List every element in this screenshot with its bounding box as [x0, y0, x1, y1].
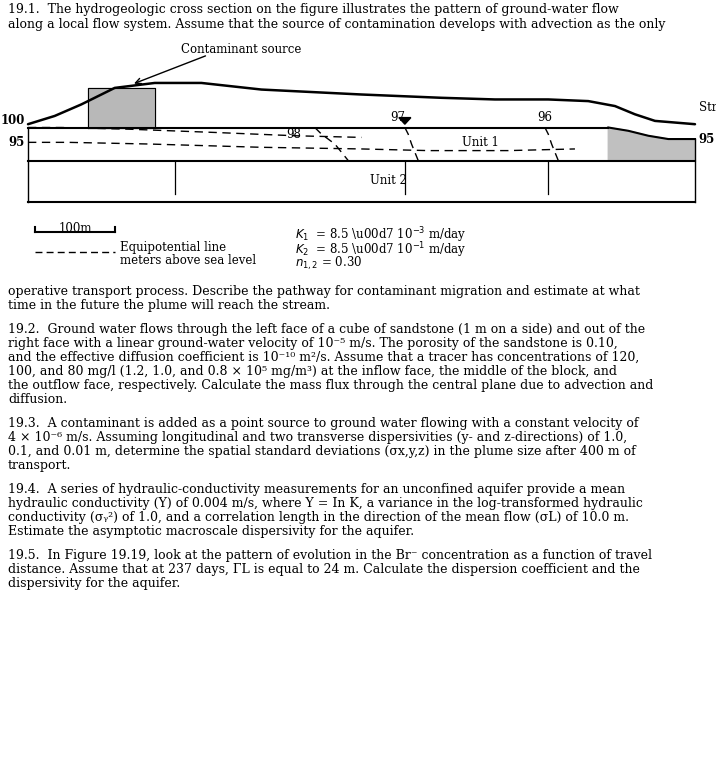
- Text: $n_{1,2}$ = 0.30: $n_{1,2}$ = 0.30: [295, 255, 362, 272]
- Text: 100m: 100m: [58, 222, 92, 235]
- Polygon shape: [88, 88, 155, 128]
- Text: diffusion.: diffusion.: [8, 393, 67, 406]
- Text: 95: 95: [698, 133, 715, 146]
- Text: Unit 1: Unit 1: [462, 136, 498, 149]
- Text: meters above sea level: meters above sea level: [120, 254, 256, 267]
- Text: transport.: transport.: [8, 459, 72, 472]
- Text: along a local flow system. Assume that the source of contamination develops with: along a local flow system. Assume that t…: [8, 18, 665, 31]
- Text: $K_1$  = 8.5 \u00d7 10$^{-3}$ m/day: $K_1$ = 8.5 \u00d7 10$^{-3}$ m/day: [295, 225, 467, 245]
- Text: 98: 98: [286, 128, 301, 140]
- Text: Stream: Stream: [699, 102, 716, 114]
- Text: 19.3.  A contaminant is added as a point source to ground water flowing with a c: 19.3. A contaminant is added as a point …: [8, 417, 639, 430]
- Text: 0.1, and 0.01 m, determine the spatial standard deviations (σx,y,z) in the plume: 0.1, and 0.01 m, determine the spatial s…: [8, 445, 636, 458]
- Text: 97: 97: [391, 111, 406, 124]
- Text: 100: 100: [1, 113, 25, 126]
- Text: 100, and 80 mg/l (1.2, 1.0, and 0.8 × 10⁵ mg/m³) at the inflow face, the middle : 100, and 80 mg/l (1.2, 1.0, and 0.8 × 10…: [8, 365, 617, 378]
- Text: 19.2.  Ground water flows through the left face of a cube of sandstone (1 m on a: 19.2. Ground water flows through the lef…: [8, 323, 645, 336]
- Polygon shape: [609, 128, 695, 160]
- Text: hydraulic conductivity (Y) of 0.004 m/s, where Y = In K, a variance in the log-t: hydraulic conductivity (Y) of 0.004 m/s,…: [8, 497, 643, 510]
- Text: the outflow face, respectively. Calculate the mass flux through the central plan: the outflow face, respectively. Calculat…: [8, 379, 654, 392]
- Text: operative transport process. Describe the pathway for contaminant migration and : operative transport process. Describe th…: [8, 285, 640, 298]
- Text: $K_2$  = 8.5 \u00d7 10$^{-1}$ m/day: $K_2$ = 8.5 \u00d7 10$^{-1}$ m/day: [295, 240, 467, 260]
- Text: Estimate the asymptotic macroscale dispersivity for the aquifer.: Estimate the asymptotic macroscale dispe…: [8, 525, 414, 538]
- Text: and the effective diffusion coefficient is 10⁻¹⁰ m²/s. Assume that a tracer has : and the effective diffusion coefficient …: [8, 351, 639, 364]
- Text: right face with a linear ground-water velocity of 10⁻⁵ m/s. The porosity of the : right face with a linear ground-water ve…: [8, 337, 618, 350]
- Text: Contaminant source: Contaminant source: [181, 43, 301, 57]
- Text: 4 × 10⁻⁶ m/s. Assuming longitudinal and two transverse dispersivities (y- and z-: 4 × 10⁻⁶ m/s. Assuming longitudinal and …: [8, 431, 627, 444]
- Text: 19.4.  A series of hydraulic-conductivity measurements for an unconfined aquifer: 19.4. A series of hydraulic-conductivity…: [8, 483, 625, 496]
- Text: conductivity (σᵧ²) of 1.0, and a correlation length in the direction of the mean: conductivity (σᵧ²) of 1.0, and a correla…: [8, 511, 629, 524]
- Text: Equipotential line: Equipotential line: [120, 242, 226, 254]
- Text: dispersivity for the aquifer.: dispersivity for the aquifer.: [8, 577, 180, 590]
- Text: 96: 96: [538, 111, 553, 124]
- Text: 95: 95: [9, 136, 25, 149]
- Text: 19.1.  The hydrogeologic cross section on the figure illustrates the pattern of : 19.1. The hydrogeologic cross section on…: [8, 3, 619, 16]
- Text: 19.5.  In Figure 19.19, look at the pattern of evolution in the Br⁻ concentratio: 19.5. In Figure 19.19, look at the patte…: [8, 549, 652, 562]
- Text: time in the future the plume will reach the stream.: time in the future the plume will reach …: [8, 299, 330, 312]
- Text: distance. Assume that at 237 days, ΓL is equal to 24 m. Calculate the dispersion: distance. Assume that at 237 days, ΓL is…: [8, 563, 640, 576]
- Text: Unit 2: Unit 2: [369, 174, 407, 187]
- Polygon shape: [399, 118, 411, 124]
